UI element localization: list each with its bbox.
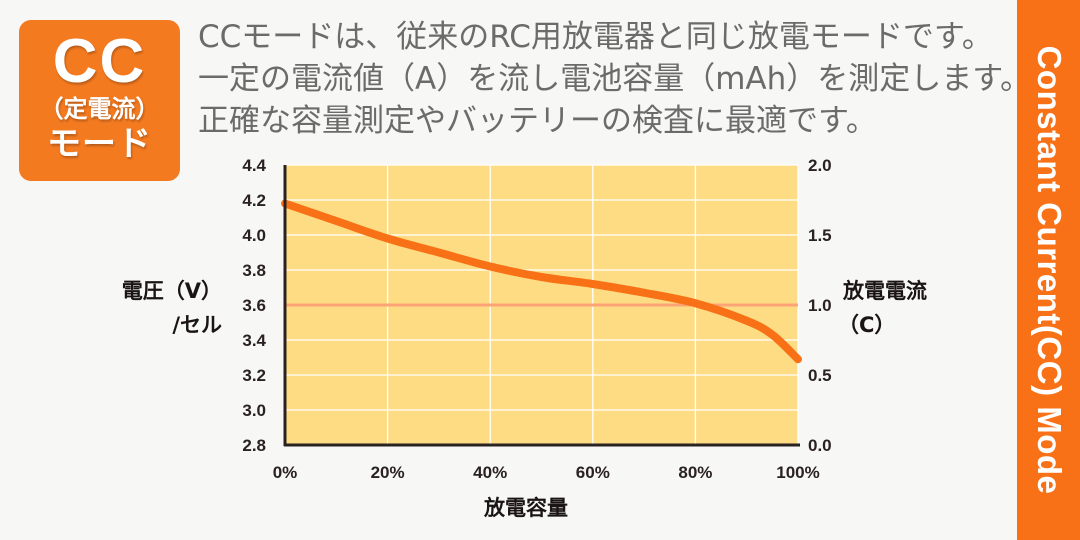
y2-tick-label: 0.0 bbox=[808, 436, 832, 455]
description-line-2: 一定の電流値（A）を流し電池容量（mAh）を測定します。 bbox=[198, 61, 1032, 97]
x-tick-label: 40% bbox=[473, 463, 507, 482]
badge-title: CC bbox=[52, 27, 147, 96]
discharge-chart: 4.4 4.2 4.0 3.8 3.6 3.4 3.2 3.0 2.8 2.0 1.5 1.0 0.5… bbox=[122, 156, 927, 520]
right-axis-ticks: 2.0 1.5 1.0 0.5 0.0 bbox=[808, 156, 832, 455]
y-tick-label: 3.0 bbox=[242, 401, 266, 420]
side-banner-text: Constant Current(CC) Mode bbox=[1030, 45, 1068, 495]
y-tick-label: 3.6 bbox=[242, 296, 266, 315]
y-tick-label: 2.8 bbox=[242, 436, 266, 455]
y-axis-label-line2: /セル bbox=[172, 313, 222, 337]
y-tick-label: 4.0 bbox=[242, 226, 266, 245]
y-tick-label: 3.4 bbox=[242, 331, 266, 350]
y-tick-label: 3.8 bbox=[242, 261, 266, 280]
y2-axis-label-line2: （C） bbox=[838, 313, 895, 337]
y-tick-label: 4.4 bbox=[242, 156, 266, 175]
y2-tick-label: 1.0 bbox=[808, 296, 832, 315]
cc-mode-badge: CC （定電流） モード bbox=[19, 20, 180, 181]
badge-subtitle: （定電流） bbox=[39, 95, 160, 123]
x-tick-label: 100% bbox=[776, 463, 819, 482]
y-axis-label-line1: 電圧（V） bbox=[122, 279, 222, 303]
y2-axis-label-line1: 放電電流 bbox=[842, 279, 927, 303]
y2-tick-label: 1.5 bbox=[808, 226, 832, 245]
description-line-1: CCモードは、従来のRC用放電器と同じ放電モードです。 bbox=[198, 19, 993, 55]
y2-tick-label: 0.5 bbox=[808, 366, 832, 385]
x-tick-label: 60% bbox=[576, 463, 610, 482]
y2-tick-label: 2.0 bbox=[808, 156, 832, 175]
x-axis-label: 放電容量 bbox=[483, 496, 568, 520]
left-axis-ticks: 4.4 4.2 4.0 3.8 3.6 3.4 3.2 3.0 2.8 bbox=[242, 156, 266, 455]
x-tick-label: 20% bbox=[371, 463, 405, 482]
x-axis-ticks: 0% 20% 40% 60% 80% 100% bbox=[273, 463, 820, 482]
x-tick-label: 0% bbox=[273, 463, 298, 482]
voltage-curve bbox=[281, 199, 802, 364]
x-tick-label: 80% bbox=[678, 463, 712, 482]
description-line-3: 正確な容量測定やバッテリーの検査に最適です。 bbox=[198, 103, 877, 139]
y-tick-label: 3.2 bbox=[242, 366, 266, 385]
badge-mode: モード bbox=[47, 124, 152, 164]
description: CCモードは、従来のRC用放電器と同じ放電モードです。 一定の電流値（A）を流し… bbox=[198, 16, 1032, 142]
y-tick-label: 4.2 bbox=[242, 191, 266, 210]
side-banner: Constant Current(CC) Mode bbox=[1017, 0, 1080, 540]
